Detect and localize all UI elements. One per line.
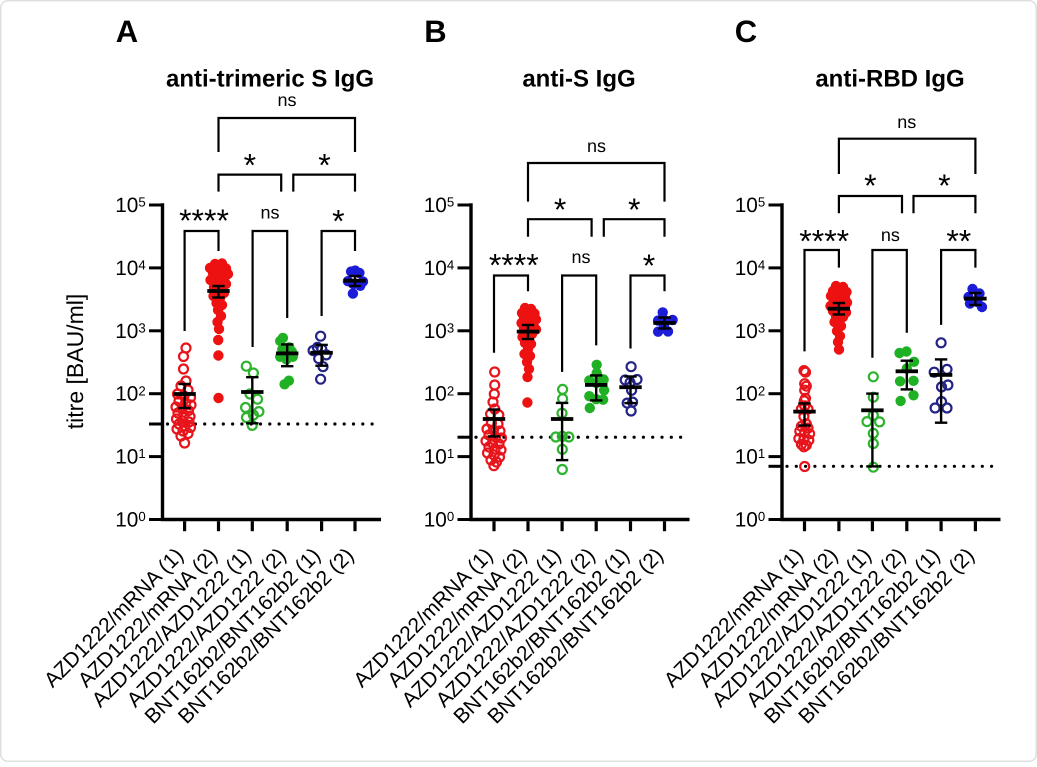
svg-text:103: 103	[735, 320, 765, 343]
svg-text:titre [BAU/ml]: titre [BAU/ml]	[62, 294, 88, 429]
svg-text:100: 100	[424, 509, 454, 532]
svg-text:*: *	[643, 248, 655, 284]
svg-text:ns: ns	[277, 90, 296, 110]
svg-text:A: A	[116, 14, 138, 49]
svg-text:101: 101	[115, 446, 145, 469]
svg-text:ns: ns	[571, 247, 590, 267]
svg-text:103: 103	[115, 320, 145, 343]
svg-text:100: 100	[115, 509, 145, 532]
svg-text:101: 101	[424, 446, 454, 469]
svg-text:*: *	[938, 168, 950, 204]
svg-text:ns: ns	[881, 225, 900, 245]
svg-text:104: 104	[115, 257, 145, 280]
svg-text:104: 104	[735, 257, 765, 280]
svg-text:**: **	[946, 223, 971, 259]
svg-text:*: *	[554, 191, 566, 227]
svg-text:102: 102	[735, 383, 765, 406]
svg-text:105: 105	[424, 194, 454, 217]
svg-text:*: *	[318, 147, 330, 183]
svg-text:102: 102	[115, 383, 145, 406]
svg-text:****: ****	[489, 247, 539, 283]
svg-text:101: 101	[735, 446, 765, 469]
svg-text:*: *	[628, 191, 640, 227]
svg-text:C: C	[735, 14, 757, 49]
svg-text:ns: ns	[587, 136, 606, 156]
svg-text:ns: ns	[897, 112, 916, 132]
svg-text:anti-RBD IgG: anti-RBD IgG	[815, 66, 964, 93]
svg-text:104: 104	[424, 257, 454, 280]
svg-text:*: *	[864, 168, 876, 204]
svg-text:anti-trimeric S IgG: anti-trimeric S IgG	[166, 66, 374, 93]
svg-text:****: ****	[799, 223, 849, 259]
svg-text:ns: ns	[260, 203, 279, 223]
svg-text:*: *	[332, 203, 344, 239]
svg-text:anti-S IgG: anti-S IgG	[522, 66, 635, 93]
svg-text:*: *	[244, 147, 256, 183]
svg-text:102: 102	[424, 383, 454, 406]
svg-text:105: 105	[735, 194, 765, 217]
svg-text:103: 103	[424, 320, 454, 343]
svg-text:****: ****	[179, 203, 229, 239]
svg-text:105: 105	[115, 194, 145, 217]
svg-text:100: 100	[735, 509, 765, 532]
svg-text:B: B	[424, 14, 446, 49]
